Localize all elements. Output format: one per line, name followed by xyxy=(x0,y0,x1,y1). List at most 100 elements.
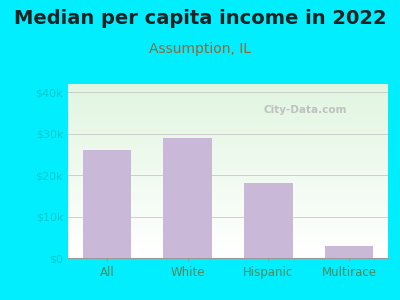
Bar xyxy=(68,234,388,236)
Bar xyxy=(68,208,388,209)
Bar xyxy=(82,150,131,258)
Bar xyxy=(68,91,388,93)
Bar xyxy=(68,228,388,230)
Bar xyxy=(68,221,388,223)
Bar xyxy=(68,236,388,237)
Bar xyxy=(68,98,388,100)
Bar xyxy=(68,143,388,145)
Bar xyxy=(68,187,388,188)
Bar xyxy=(68,223,388,225)
Bar xyxy=(68,188,388,190)
Bar xyxy=(68,138,388,140)
Bar xyxy=(68,195,388,197)
Bar xyxy=(68,213,388,214)
Bar xyxy=(68,119,388,121)
Bar xyxy=(68,159,388,161)
Bar xyxy=(68,242,388,244)
Bar xyxy=(68,124,388,126)
Bar xyxy=(68,88,388,89)
Bar xyxy=(68,103,388,105)
Bar xyxy=(68,201,388,202)
Bar xyxy=(68,220,388,221)
Bar xyxy=(68,147,388,148)
Bar xyxy=(68,169,388,171)
Bar xyxy=(68,171,388,173)
Bar xyxy=(68,112,388,114)
Bar xyxy=(68,129,388,131)
Bar xyxy=(68,115,388,117)
Bar xyxy=(68,106,388,108)
Bar xyxy=(68,249,388,251)
Bar xyxy=(68,162,388,164)
Bar xyxy=(68,175,388,176)
Bar xyxy=(68,173,388,175)
Bar xyxy=(68,251,388,253)
Bar xyxy=(68,84,388,86)
Bar xyxy=(68,199,388,201)
Bar xyxy=(68,140,388,141)
Bar xyxy=(68,230,388,232)
Bar xyxy=(68,110,388,112)
Bar xyxy=(68,96,388,98)
Bar xyxy=(68,86,388,88)
Bar xyxy=(68,164,388,166)
Bar xyxy=(68,101,388,103)
Bar xyxy=(68,154,388,155)
Bar xyxy=(68,180,388,182)
Bar xyxy=(68,225,388,227)
Bar xyxy=(68,131,388,133)
Bar xyxy=(68,246,388,248)
Bar xyxy=(68,108,388,110)
Bar xyxy=(68,239,388,241)
Bar xyxy=(325,246,374,258)
Bar xyxy=(68,214,388,216)
Bar xyxy=(68,133,388,134)
Bar xyxy=(68,202,388,204)
Bar xyxy=(68,206,388,208)
Bar xyxy=(68,141,388,143)
Bar xyxy=(68,155,388,157)
Bar xyxy=(68,134,388,136)
Bar xyxy=(68,227,388,228)
Bar xyxy=(68,211,388,213)
Bar xyxy=(68,185,388,187)
Text: Median per capita income in 2022: Median per capita income in 2022 xyxy=(14,9,386,28)
Bar xyxy=(68,216,388,218)
Bar xyxy=(68,197,388,199)
Bar xyxy=(68,194,388,195)
Bar xyxy=(68,254,388,256)
Bar xyxy=(68,167,388,169)
Bar xyxy=(68,248,388,249)
Text: City-Data.com: City-Data.com xyxy=(263,105,346,115)
Bar xyxy=(68,209,388,211)
Bar xyxy=(68,89,388,91)
Bar xyxy=(68,121,388,122)
Bar xyxy=(68,241,388,242)
Bar xyxy=(68,160,388,162)
Bar xyxy=(68,150,388,152)
Bar xyxy=(68,237,388,239)
Bar xyxy=(68,176,388,178)
Bar xyxy=(68,157,388,159)
Bar xyxy=(68,232,388,234)
Bar xyxy=(68,182,388,183)
Bar xyxy=(68,152,388,154)
Bar xyxy=(68,148,388,150)
Bar xyxy=(68,117,388,119)
Bar xyxy=(244,183,293,258)
Bar xyxy=(68,94,388,96)
Bar xyxy=(68,114,388,115)
Bar xyxy=(68,178,388,180)
Bar xyxy=(68,93,388,94)
Bar xyxy=(68,105,388,106)
Bar xyxy=(68,218,388,220)
Bar xyxy=(68,100,388,101)
Bar xyxy=(68,253,388,254)
Bar xyxy=(68,122,388,124)
Bar xyxy=(68,128,388,129)
Bar xyxy=(68,256,388,258)
Bar xyxy=(68,145,388,147)
Bar xyxy=(68,183,388,185)
Bar xyxy=(68,190,388,192)
Bar xyxy=(163,138,212,258)
